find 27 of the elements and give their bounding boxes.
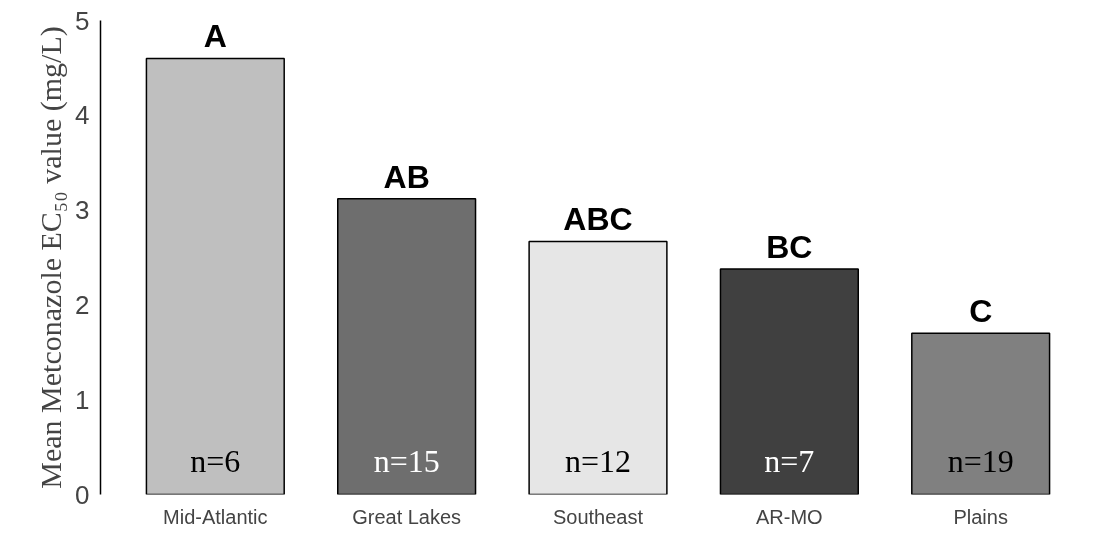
y-tick-label: 4 — [75, 100, 90, 131]
y-tick-label: 0 — [75, 479, 90, 510]
annotation: C — [969, 293, 993, 330]
y-axis-title: Mean Metconazole EC₅₀ value (mg/L) — [34, 26, 69, 489]
annotation: n=12 — [564, 443, 632, 480]
x-tick-label: Mid-Atlantic — [163, 505, 268, 528]
y-tick-label: 5 — [75, 5, 90, 36]
bar — [719, 268, 859, 495]
annotation: n=19 — [947, 443, 1014, 480]
annotation: n=7 — [764, 443, 815, 480]
y-tick-label: 2 — [75, 289, 90, 320]
bar — [911, 332, 1051, 495]
annotation: n=6 — [190, 443, 241, 480]
annotation: AB — [383, 158, 430, 195]
y-tick-label: 3 — [75, 195, 90, 226]
x-tick-label: Southeast — [552, 505, 644, 528]
x-tick-label: Great Lakes — [352, 505, 462, 528]
bar — [337, 197, 477, 495]
bar — [145, 57, 285, 495]
annotation: n=15 — [373, 443, 440, 480]
x-tick-label: Plains — [953, 505, 1008, 528]
annotation: A — [203, 18, 227, 55]
y-tick-label: 1 — [75, 384, 90, 415]
annotation: ABC — [563, 201, 633, 238]
bar — [528, 240, 668, 495]
x-tick-label: AR-MO — [756, 505, 823, 528]
annotation: BC — [766, 228, 813, 265]
